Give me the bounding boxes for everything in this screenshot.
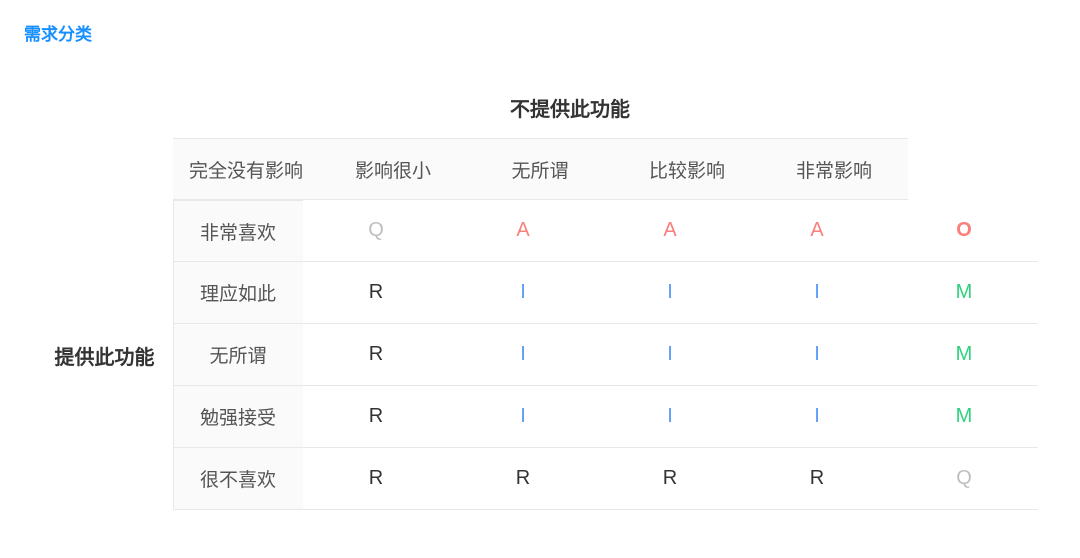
cell: I: [597, 262, 744, 324]
column-super-header: 不提供此功能: [203, 93, 938, 122]
cell: Q: [891, 448, 1038, 510]
grid-rows: 非常喜欢 理应如此 无所谓 勉强接受 很不喜欢 Q A A A O R: [173, 200, 1038, 510]
matrix-grid: 不提供此功能 完全没有影响 影响很小 无所谓 比较影响 非常影响 提供此功能 非…: [43, 93, 1038, 510]
matrix-body: 提供此功能 非常喜欢 理应如此 无所谓 勉强接受 很不喜欢 Q A A A O: [43, 200, 1038, 510]
cell: M: [891, 324, 1038, 386]
row-header: 很不喜欢: [173, 448, 303, 510]
row-header: 理应如此: [173, 262, 303, 324]
cell: I: [597, 324, 744, 386]
col-header: 完全没有影响: [173, 138, 320, 200]
cell: M: [891, 262, 1038, 324]
cell: R: [597, 448, 744, 510]
cell: I: [744, 386, 891, 448]
column-headers-row: 完全没有影响 影响很小 无所谓 比较影响 非常影响: [173, 138, 1038, 200]
table-row: R I I I M: [303, 262, 1038, 324]
kano-matrix: 不提供此功能 完全没有影响 影响很小 无所谓 比较影响 非常影响 提供此功能 非…: [24, 93, 1056, 510]
table-row: Q A A A O: [303, 200, 1038, 262]
cell: R: [744, 448, 891, 510]
cell: A: [744, 200, 891, 262]
row-header: 勉强接受: [173, 386, 303, 448]
data-grid: Q A A A O R I I I M R I: [303, 200, 1038, 510]
cell: I: [450, 386, 597, 448]
row-header: 无所谓: [173, 324, 303, 386]
col-header: 非常影响: [761, 138, 908, 200]
table-row: R I I I M: [303, 324, 1038, 386]
page-title: 需求分类: [24, 20, 1056, 45]
row-headers-column: 非常喜欢 理应如此 无所谓 勉强接受 很不喜欢: [173, 200, 303, 510]
cell: M: [891, 386, 1038, 448]
cell: I: [744, 324, 891, 386]
row-header: 非常喜欢: [173, 200, 303, 262]
cell: Q: [303, 200, 450, 262]
cell: R: [303, 448, 450, 510]
cell: A: [597, 200, 744, 262]
col-header: 比较影响: [614, 138, 761, 200]
table-row: R I I I M: [303, 386, 1038, 448]
col-header: 无所谓: [467, 138, 614, 200]
cell: R: [303, 386, 450, 448]
col-header: 影响很小: [320, 138, 467, 200]
cell: I: [450, 262, 597, 324]
cell: I: [744, 262, 891, 324]
cell: I: [597, 386, 744, 448]
cell: R: [303, 324, 450, 386]
cell: R: [303, 262, 450, 324]
cell: I: [450, 324, 597, 386]
row-super-header: 提供此功能: [43, 341, 173, 370]
cell: A: [450, 200, 597, 262]
cell: R: [450, 448, 597, 510]
cell: O: [891, 200, 1038, 262]
table-row: R R R R Q: [303, 448, 1038, 510]
